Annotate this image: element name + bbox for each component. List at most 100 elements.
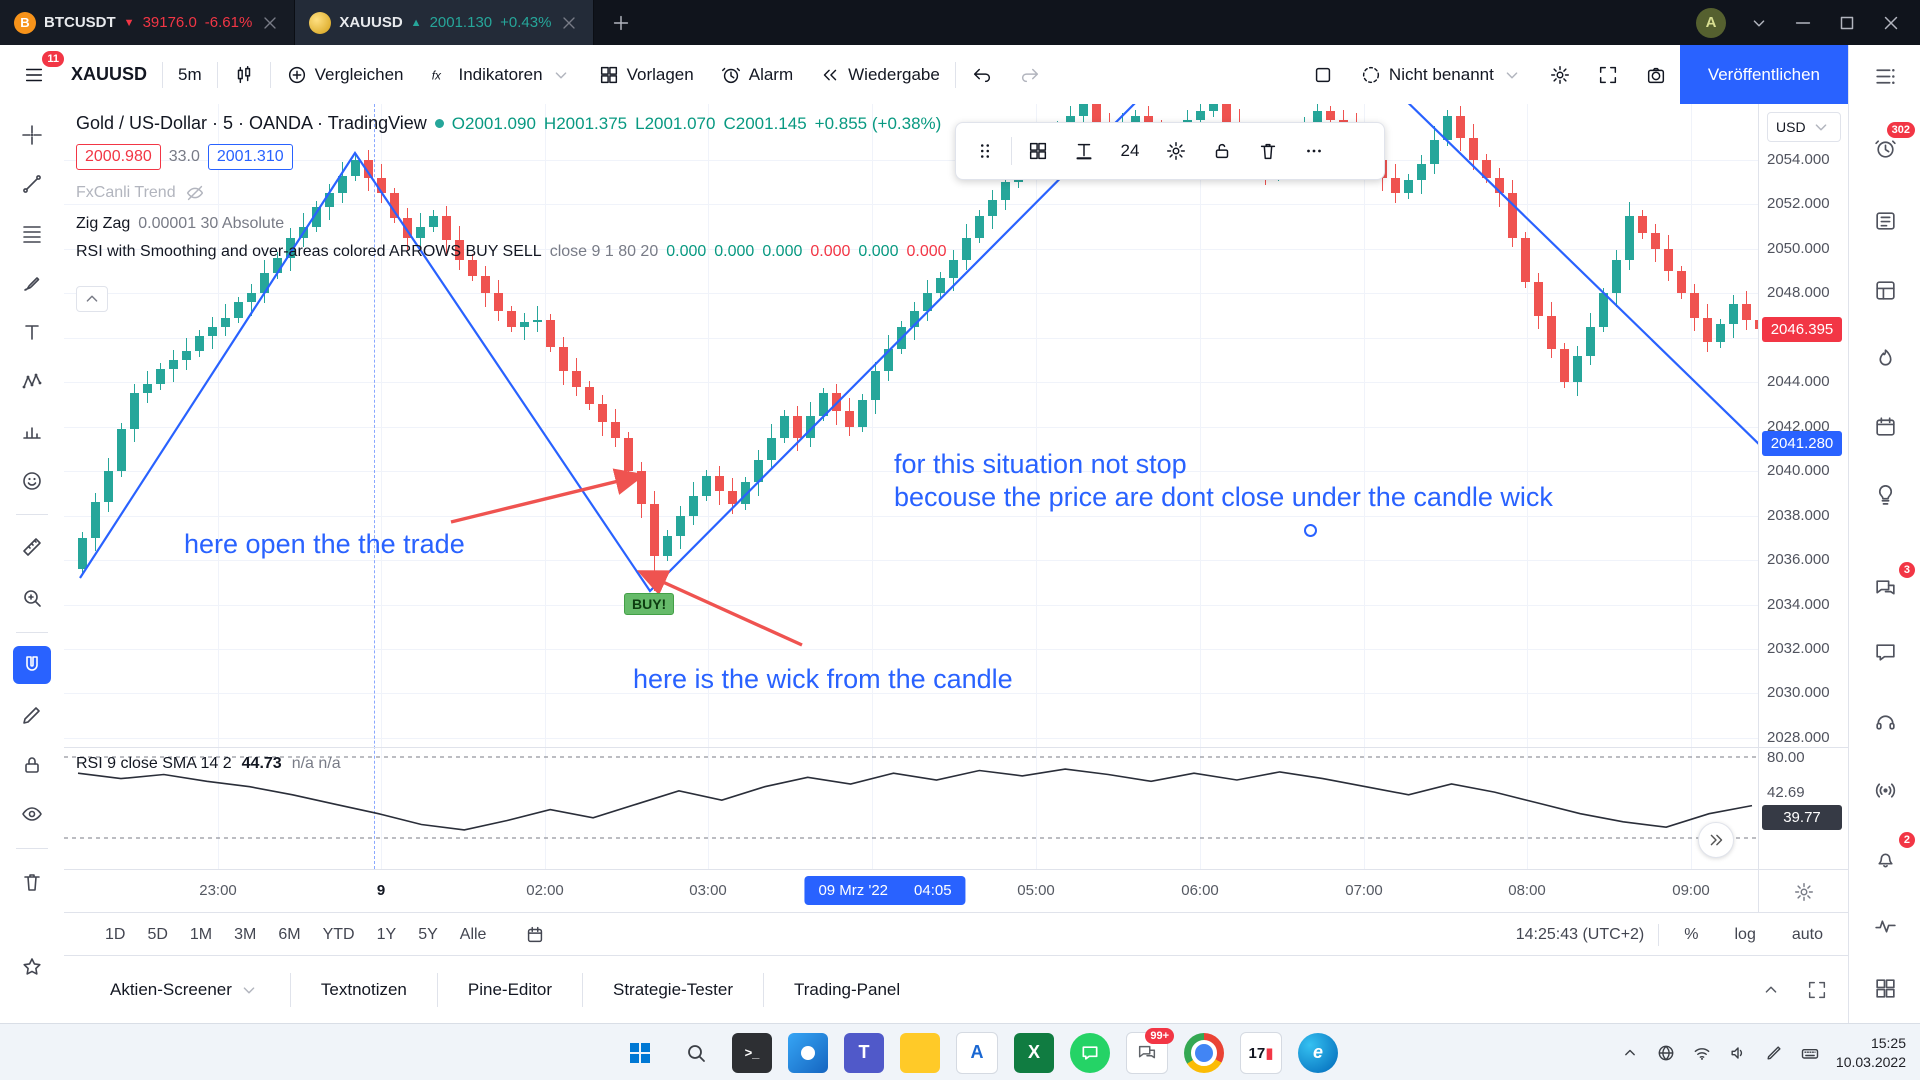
headset-sidebar-button[interactable] (1866, 703, 1904, 741)
calendar-sidebar-button[interactable] (1866, 407, 1904, 445)
text-tool-tool[interactable] (13, 313, 51, 351)
time-axis[interactable]: 23:00 9 02:00 03:00 05:00 06:00 07:00 08:00 09:0… (64, 869, 1758, 913)
account-menu-chevron-icon[interactable] (1748, 12, 1770, 34)
globe-tray-icon[interactable] (1656, 1043, 1676, 1063)
range-1d[interactable]: 1D (105, 925, 126, 943)
symbol-tab-btcusdt[interactable]: B BTCUSDT ▼ 39176.0 -6.61% (0, 0, 296, 45)
snapshot-button[interactable] (1632, 55, 1680, 95)
maximize-panel-icon[interactable] (1806, 979, 1828, 1001)
edge-taskbar-icon[interactable]: e (1298, 1032, 1338, 1073)
watchlist-sidebar-button[interactable] (1866, 57, 1904, 95)
news-sidebar-button[interactable] (1866, 201, 1904, 239)
replay-button[interactable]: Wiedergabe (806, 55, 953, 95)
indicators-button[interactable]: fx Indikatoren (416, 55, 584, 95)
close-window-button[interactable] (1880, 12, 1902, 34)
range-ytd[interactable]: YTD (322, 925, 355, 943)
magnet-tool[interactable] (13, 646, 51, 684)
hamburger-menu-button[interactable]: 11 (10, 50, 64, 95)
compare-button[interactable]: Vergleichen (273, 55, 417, 95)
text-color-icon[interactable] (1061, 130, 1107, 172)
collapse-legend-button[interactable] (76, 286, 108, 312)
delete-drawing-icon[interactable] (1245, 130, 1291, 172)
rsi-scroll-button[interactable] (1698, 822, 1734, 858)
photos-taskbar-icon[interactable] (788, 1032, 828, 1073)
close-tab-icon[interactable] (260, 13, 280, 33)
terminal-taskbar-icon[interactable]: >_ (732, 1032, 772, 1073)
range-all[interactable]: Alle (459, 925, 487, 943)
selection-handle[interactable] (1304, 524, 1317, 537)
tab-stock-screener[interactable]: Aktien-Screener (80, 973, 291, 1007)
buy-price-button[interactable]: 2001.310 (207, 144, 293, 170)
open-panel-icon[interactable] (1760, 979, 1782, 1001)
chart-pane[interactable]: here open the the trade for this situatio… (64, 104, 1758, 869)
price-scale[interactable]: USD 2054.000 2052.000 2050.000 2048.000 2044… (1758, 104, 1849, 912)
log-scale-button[interactable]: log (1734, 925, 1756, 943)
percent-scale-button[interactable]: % (1684, 925, 1699, 943)
redo-button[interactable] (1006, 55, 1054, 95)
edit-tool[interactable] (13, 696, 51, 734)
wifi-tray-icon[interactable] (1692, 1043, 1712, 1063)
eye-off-icon[interactable] (184, 182, 206, 204)
unlock-icon[interactable] (1199, 130, 1245, 172)
chart-settings-button[interactable] (1536, 55, 1584, 95)
start-taskbar-icon[interactable] (620, 1033, 660, 1073)
chart-annotation-text[interactable]: here open the the trade (184, 529, 465, 559)
axis-settings-corner[interactable] (1759, 869, 1849, 913)
interval-button[interactable]: 5m (165, 55, 215, 95)
xabcd-pattern-tool[interactable] (13, 362, 51, 400)
range-5d[interactable]: 5D (147, 925, 168, 943)
style-template-icon[interactable] (1015, 130, 1061, 172)
clock-utc[interactable]: 14:25:43 (UTC+2) (1515, 925, 1645, 943)
range-1y[interactable]: 1Y (376, 925, 397, 943)
undo-button[interactable] (958, 55, 1006, 95)
new-tab-button[interactable] (594, 12, 648, 34)
maximize-window-button[interactable] (1836, 12, 1858, 34)
data-window-sidebar-button[interactable] (1866, 271, 1904, 309)
lock-tool[interactable] (13, 746, 51, 784)
chart-title[interactable]: Gold / US-Dollar · 5 · OANDA · TradingVi… (76, 113, 427, 133)
indicator-zigzag-label[interactable]: Zig Zag (76, 215, 131, 232)
zoom-tool[interactable] (13, 579, 51, 617)
templates-grid-sidebar-button[interactable] (1866, 969, 1904, 1007)
pane-divider[interactable] (64, 747, 1758, 748)
sell-price-button[interactable]: 2000.980 (76, 144, 161, 170)
avatar[interactable]: A (1696, 7, 1726, 38)
tab-strategy-tester[interactable]: Strategie-Tester (583, 973, 764, 1007)
explorer-taskbar-icon[interactable] (900, 1032, 940, 1073)
range-1m[interactable]: 1M (189, 925, 213, 943)
chart-annotation-text[interactable]: for this situation not stop (894, 449, 1187, 479)
emoji-tool[interactable] (13, 462, 51, 500)
prediction-tool[interactable] (13, 412, 51, 450)
volume-tray-icon[interactable] (1728, 1043, 1748, 1063)
brush-tool[interactable] (13, 264, 51, 302)
buy-signal-badge[interactable]: BUY! (624, 593, 675, 615)
rsi-label[interactable]: RSI 9 close SMA 14 2 (76, 755, 232, 772)
go-to-date-icon[interactable] (513, 920, 557, 950)
mail-taskbar-icon[interactable]: 99+ (1126, 1027, 1174, 1074)
cursor-crosshair-tool[interactable] (13, 116, 51, 154)
layout-name-button[interactable]: Nicht benannt (1347, 55, 1536, 95)
whatsapp-taskbar-icon[interactable] (1070, 1032, 1110, 1073)
star-tool[interactable] (13, 948, 51, 986)
tab-pine-editor[interactable]: Pine-Editor (438, 973, 583, 1007)
bell-sidebar-button[interactable] (1866, 839, 1904, 877)
drag-handle-icon[interactable] (962, 130, 1008, 172)
symbol-tab-xauusd[interactable]: XAUUSD ▲ 2001.130 +0.43% (295, 0, 595, 45)
chrome-taskbar-icon[interactable] (1184, 1032, 1224, 1073)
chat-multi-sidebar-button[interactable] (1866, 569, 1904, 607)
tv-taskbar-icon[interactable]: 17▮ (1240, 1031, 1282, 1074)
range-3m[interactable]: 3M (234, 925, 257, 943)
fullscreen-button[interactable] (1584, 55, 1632, 95)
range-5y[interactable]: 5Y (418, 925, 438, 943)
fib-retracement-tool[interactable] (13, 215, 51, 253)
ruler-tool[interactable] (13, 528, 51, 566)
keyboard-tray-icon[interactable] (1800, 1043, 1820, 1063)
indicator-rsi-arrows-label[interactable]: RSI with Smoothing and over-areas colore… (76, 243, 542, 260)
trash-tool[interactable] (13, 863, 51, 901)
taskbar-clock[interactable]: 15:25 10.03.2022 (1836, 1034, 1906, 1072)
eye-tool[interactable] (13, 795, 51, 833)
tab-text-notes[interactable]: Textnotizen (291, 973, 438, 1007)
alarm-clock-sidebar-button[interactable] (1866, 129, 1904, 167)
fire-sidebar-button[interactable] (1866, 339, 1904, 377)
minimize-window-button[interactable] (1792, 12, 1814, 34)
